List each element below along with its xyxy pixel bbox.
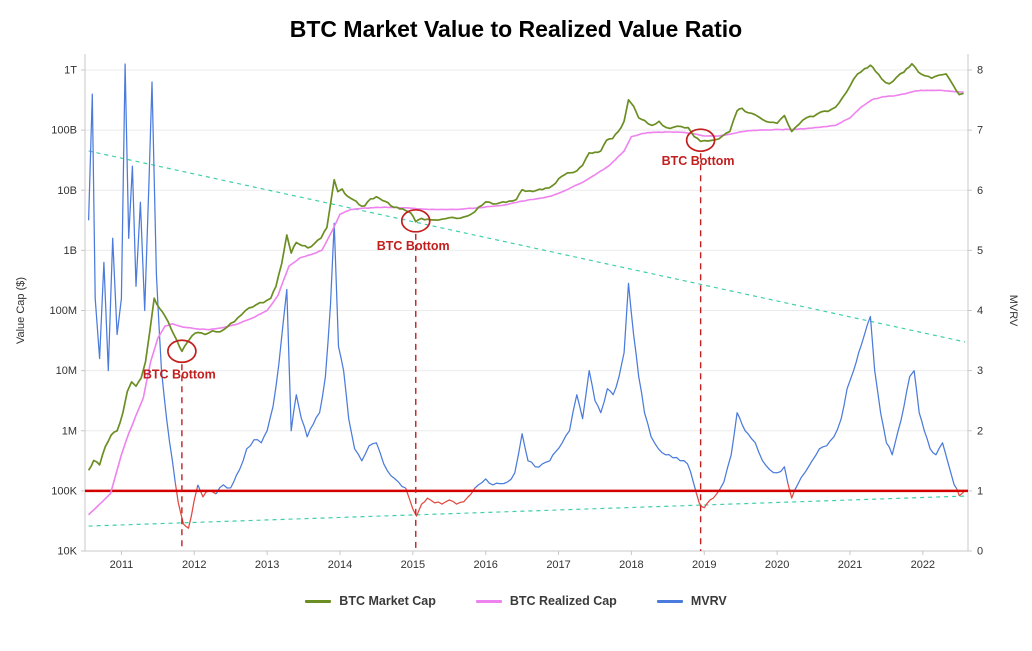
btc-bottom-label: BTC Bottom: [662, 154, 735, 168]
svg-text:1B: 1B: [64, 245, 77, 257]
svg-text:100K: 100K: [51, 485, 77, 497]
svg-text:1: 1: [977, 485, 983, 497]
svg-text:2016: 2016: [473, 559, 497, 571]
svg-text:10K: 10K: [57, 546, 77, 558]
legend-label-mvrv: MVRV: [690, 594, 727, 608]
btc-bottom-circle-icon: [167, 339, 197, 364]
svg-text:5: 5: [977, 245, 983, 257]
btc-bottom-label: BTC Bottom: [143, 367, 216, 381]
legend-label-market-cap: BTC Market Cap: [339, 594, 436, 608]
series-mvrv-line: [474, 282, 697, 494]
svg-text:2017: 2017: [546, 559, 570, 571]
btc-bottom-circle-icon: [685, 128, 716, 153]
legend-swatch-mvrv-icon: [656, 599, 683, 603]
svg-text:2018: 2018: [619, 559, 643, 571]
series-mvrv-line: [787, 483, 796, 499]
svg-text:2011: 2011: [110, 559, 134, 571]
btc-bottom-circle-icon: [400, 208, 431, 233]
series-mvrv-line: [794, 315, 958, 491]
chart-legend: BTC Market Cap BTC Realized Cap MVRV: [0, 594, 1032, 608]
svg-text:4: 4: [977, 305, 983, 317]
svg-text:2013: 2013: [255, 559, 279, 571]
legend-swatch-realized-cap-icon: [475, 599, 502, 603]
trendline-ascending-support: [88, 495, 966, 527]
svg-text:MVRV: MVRV: [1007, 295, 1019, 327]
svg-text:100M: 100M: [49, 305, 77, 317]
legend-label-realized-cap: BTC Realized Cap: [509, 594, 617, 608]
svg-text:100B: 100B: [51, 125, 77, 137]
series-mvrv-line: [719, 412, 789, 489]
legend-item-mvrv[interactable]: MVRV: [656, 594, 727, 608]
svg-text:10B: 10B: [57, 185, 77, 197]
legend-item-btc-realized-cap[interactable]: BTC Realized Cap: [475, 594, 617, 608]
svg-text:7: 7: [977, 125, 983, 137]
legend-item-btc-market-cap[interactable]: BTC Market Cap: [305, 594, 436, 608]
series-mvrv-line: [174, 482, 199, 529]
svg-text:8: 8: [977, 65, 983, 77]
svg-text:2: 2: [977, 425, 983, 437]
svg-text:3: 3: [977, 365, 983, 377]
chart-canvas: 10K 100K 1M 10M 100M 1B 10B 100B 1T 0 1 2 3 4 5 6 7 8 2011…: [15, 54, 1019, 571]
svg-text:1M: 1M: [62, 425, 77, 437]
series-realized-cap-line: [88, 89, 964, 516]
svg-text:10M: 10M: [56, 365, 77, 377]
svg-text:Value Cap ($): Value Cap ($): [15, 277, 27, 344]
svg-text:2015: 2015: [401, 559, 425, 571]
series-mvrv-line: [215, 222, 406, 495]
svg-text:2012: 2012: [182, 559, 206, 571]
svg-text:0: 0: [977, 546, 983, 558]
svg-text:2022: 2022: [911, 559, 935, 571]
series-mvrv-line: [87, 63, 176, 483]
svg-text:2019: 2019: [692, 559, 716, 571]
svg-text:2020: 2020: [765, 559, 789, 571]
chart-title: BTC Market Value to Realized Value Ratio: [289, 16, 743, 42]
svg-text:2014: 2014: [328, 559, 352, 571]
trendline-descending-resistance: [88, 150, 966, 343]
series-market-cap-line: [87, 62, 964, 471]
svg-text:1T: 1T: [64, 65, 77, 77]
series-mvrv-line: [695, 488, 721, 509]
series-mvrv-line: [405, 487, 476, 517]
legend-swatch-market-cap-icon: [305, 599, 332, 603]
svg-text:6: 6: [977, 185, 983, 197]
btc-bottom-label: BTC Bottom: [377, 239, 450, 253]
svg-text:2021: 2021: [838, 559, 862, 571]
